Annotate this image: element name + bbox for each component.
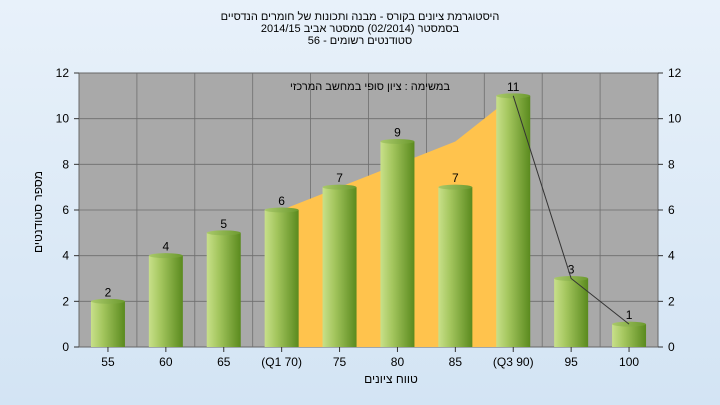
bar-cap	[438, 184, 473, 190]
bar	[612, 324, 647, 347]
bars: 2 4 5 6 7 9 7 11 3 1	[90, 80, 647, 347]
bar	[148, 255, 183, 347]
bar	[554, 278, 589, 347]
x-tick-label: 80	[391, 355, 405, 369]
y-tick-label-left: 8	[62, 157, 69, 171]
bar-value-label: 2	[105, 285, 112, 299]
chart-subtitle-semester: בסמסטר (02/2014) סמסטר אביב 2014/15	[260, 23, 460, 35]
y-ticks-left: 0 2 4 6 8 10 12	[56, 66, 79, 354]
y-tick-label-right: 0	[668, 340, 675, 354]
bar	[90, 301, 125, 347]
y-tick-label-right: 6	[668, 203, 675, 217]
bar	[322, 187, 357, 347]
y-tick-label-right: 12	[668, 66, 682, 80]
bar-cap	[264, 207, 299, 213]
bar	[264, 210, 299, 347]
bar-value-label: 7	[336, 171, 343, 185]
bar-cap	[380, 139, 415, 144]
y-tick-label-left: 4	[62, 249, 69, 263]
bar-value-label: 9	[394, 126, 401, 140]
chart-subtitle-students: סטודנטים רשומים - 56	[307, 35, 413, 47]
x-tick-label: 95	[564, 355, 578, 369]
y-tick-label-right: 2	[668, 294, 675, 308]
x-ticks: 55 60 65 (Q1 70) 75 80 85 (Q3 90) 95 100	[101, 347, 639, 369]
bar	[438, 187, 473, 347]
y-tick-label-right: 4	[668, 249, 675, 263]
chart-annotation: במשימה : ציון סופי במחשב המרכזי	[290, 81, 450, 93]
bar	[206, 232, 241, 347]
bar-cap	[322, 184, 357, 190]
bar-value-label: 11	[507, 80, 520, 94]
x-tick-label: 75	[333, 355, 347, 369]
y-tick-label-left: 12	[56, 66, 70, 80]
x-tick-label: 65	[217, 355, 231, 369]
x-tick-label: 85	[449, 355, 463, 369]
y-tick-label-left: 2	[62, 294, 69, 308]
bar-value-label: 5	[220, 217, 227, 231]
x-tick-label: (Q1 70)	[261, 355, 302, 369]
y-tick-label-left: 0	[62, 340, 69, 354]
bar-value-label: 1	[626, 308, 633, 322]
x-tick-label: 100	[619, 355, 639, 369]
y-tick-label-right: 10	[668, 112, 682, 126]
y-ticks-right: 0 2 4 6 8 10 12	[658, 66, 682, 354]
y-tick-label-right: 8	[668, 157, 675, 171]
x-tick-label: 60	[159, 355, 173, 369]
bar-value-label: 7	[452, 171, 459, 185]
bar-cap	[90, 298, 125, 304]
x-tick-label: 55	[101, 355, 115, 369]
bar-cap	[206, 230, 241, 236]
bar-value-label: 6	[278, 194, 285, 208]
bar	[380, 141, 415, 347]
bar-cap	[148, 253, 183, 259]
x-axis-label: טווח ציונים	[364, 372, 418, 386]
y-axis-label: מספר סטודנטים	[31, 170, 45, 254]
y-tick-label-left: 10	[56, 112, 70, 126]
chart-title: היסטוגרמת ציונים בקורס - מבנה ותכונות של…	[220, 11, 500, 23]
bar	[496, 95, 531, 347]
x-tick-label: (Q3 90)	[493, 355, 534, 369]
y-tick-label-left: 6	[62, 203, 69, 217]
bar-value-label: 3	[568, 263, 575, 277]
tail-line	[512, 95, 630, 325]
bar-value-label: 4	[163, 240, 170, 254]
